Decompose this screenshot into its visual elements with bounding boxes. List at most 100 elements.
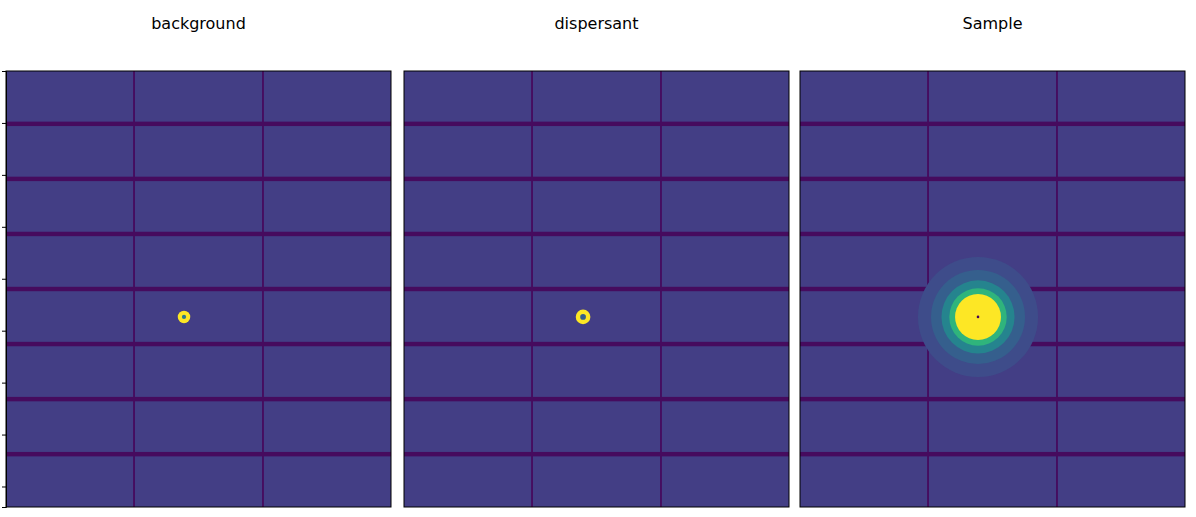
- module: [1058, 456, 1185, 507]
- module: [533, 401, 660, 452]
- module: [6, 181, 133, 232]
- image: [800, 71, 1185, 507]
- module: [800, 181, 927, 232]
- tick-mark: [2, 279, 6, 280]
- module: [264, 456, 391, 507]
- panel: dispersant: [404, 14, 789, 507]
- module: [929, 401, 1056, 452]
- module: [929, 181, 1056, 232]
- module: [800, 291, 927, 342]
- module: [662, 236, 789, 287]
- module: [135, 181, 262, 232]
- module: [662, 126, 789, 177]
- module: [6, 456, 133, 507]
- frame: [404, 71, 789, 507]
- module: [404, 346, 531, 397]
- panel: background: [2, 14, 391, 508]
- axis-line: [2, 72, 7, 508]
- image: [6, 71, 391, 507]
- module: [1058, 181, 1185, 232]
- module: [404, 181, 531, 232]
- tick-mark: [2, 175, 6, 176]
- module: [800, 126, 927, 177]
- tick: [2, 279, 6, 280]
- module: [662, 71, 789, 122]
- tick-mark: [2, 227, 6, 228]
- tick-mark: [2, 435, 6, 436]
- module: [1058, 126, 1185, 177]
- module: [404, 291, 531, 342]
- module: [264, 346, 391, 397]
- module: [533, 291, 660, 342]
- spot-ring: [182, 315, 186, 319]
- module: [1058, 236, 1185, 287]
- module: [662, 181, 789, 232]
- tick: [2, 486, 6, 487]
- module: [800, 456, 927, 507]
- module: [264, 181, 391, 232]
- tick: [2, 175, 6, 176]
- module: [1058, 71, 1185, 122]
- image: [404, 71, 789, 507]
- module: [800, 401, 927, 452]
- spot-ring: [576, 310, 591, 325]
- module: [135, 71, 262, 122]
- spot-ring: [918, 257, 1038, 377]
- spot-ring: [977, 316, 980, 319]
- module: [662, 401, 789, 452]
- module: [1058, 401, 1185, 452]
- module: [6, 236, 133, 287]
- tick-mark: [2, 383, 6, 384]
- module: [135, 126, 262, 177]
- module: [662, 291, 789, 342]
- module: [800, 346, 927, 397]
- module: [533, 181, 660, 232]
- module: [929, 126, 1056, 177]
- module: [6, 401, 133, 452]
- module: [6, 346, 133, 397]
- tick: [2, 383, 6, 384]
- tick: [2, 331, 6, 332]
- frame: [800, 71, 1185, 507]
- module: [264, 126, 391, 177]
- tick: [2, 227, 6, 228]
- tick-mark: [2, 486, 6, 487]
- module: [6, 291, 133, 342]
- module: [135, 401, 262, 452]
- module: [404, 236, 531, 287]
- module: [800, 236, 927, 287]
- tick: [2, 123, 6, 124]
- module: [404, 456, 531, 507]
- tick: [2, 435, 6, 436]
- module: [264, 236, 391, 287]
- module: [533, 126, 660, 177]
- title: Sample: [963, 14, 1023, 33]
- module: [800, 71, 927, 122]
- module: [1058, 291, 1185, 342]
- spot-ring: [941, 280, 1014, 353]
- title: dispersant: [554, 14, 638, 33]
- spot-ring: [955, 294, 1001, 340]
- module: [135, 236, 262, 287]
- module: [533, 236, 660, 287]
- module: [135, 346, 262, 397]
- module: [404, 126, 531, 177]
- module: [135, 456, 262, 507]
- module: [404, 71, 531, 122]
- y-axis: [2, 72, 7, 508]
- module: [6, 126, 133, 177]
- spot-ring: [580, 314, 586, 320]
- module: [6, 71, 133, 122]
- tick-mark: [2, 123, 6, 124]
- frame: [6, 71, 391, 507]
- module: [264, 401, 391, 452]
- spot-ring: [178, 311, 191, 324]
- panel: Sample: [800, 14, 1185, 507]
- module-gap: [6, 71, 391, 507]
- module: [135, 291, 262, 342]
- module: [533, 71, 660, 122]
- module: [1058, 346, 1185, 397]
- spot-ring: [931, 270, 1025, 364]
- module: [264, 291, 391, 342]
- spot-ring: [949, 288, 1006, 345]
